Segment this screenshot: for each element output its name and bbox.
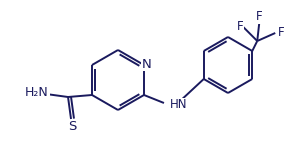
Text: F: F <box>278 26 285 38</box>
Text: H₂N: H₂N <box>25 86 49 100</box>
Text: S: S <box>68 120 76 133</box>
Text: N: N <box>142 58 152 71</box>
Text: F: F <box>237 20 244 33</box>
Text: HN: HN <box>170 98 188 111</box>
Text: F: F <box>256 11 263 24</box>
